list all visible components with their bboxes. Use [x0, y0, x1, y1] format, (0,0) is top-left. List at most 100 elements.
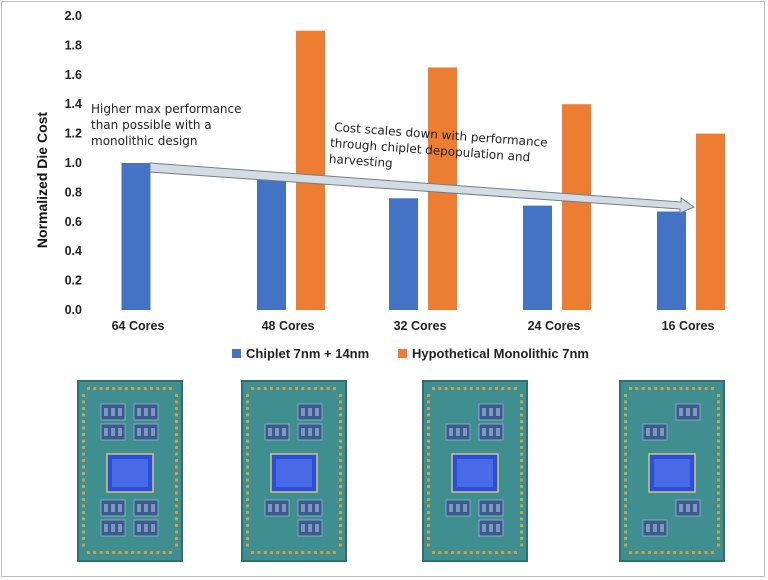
pad [717, 465, 720, 469]
pad [520, 439, 523, 443]
core-tile [282, 428, 286, 436]
pad [647, 551, 651, 554]
pad [624, 433, 627, 436]
pad [520, 491, 523, 495]
pad [520, 426, 523, 430]
pad [288, 387, 292, 390]
pad [124, 551, 128, 554]
core-tile [653, 428, 657, 436]
pad [99, 551, 103, 554]
core-tile [144, 504, 148, 512]
pad [156, 387, 160, 390]
pad [162, 387, 166, 390]
pad [717, 413, 720, 417]
pad [175, 530, 178, 534]
pad [339, 511, 342, 514]
core-tile [463, 428, 467, 436]
y-tick-label: 1.4 [65, 97, 82, 111]
pad [520, 446, 523, 449]
core-tile [496, 524, 500, 532]
core-tile [104, 504, 108, 512]
y-tick-label: 1.8 [65, 38, 82, 52]
pad [495, 387, 498, 390]
pad [263, 387, 267, 390]
bar-chiplet [657, 211, 686, 310]
pad [501, 551, 505, 554]
pad [175, 472, 178, 475]
y-tick-label: 1.2 [65, 127, 82, 141]
core-tile [111, 524, 115, 532]
pad [99, 387, 103, 390]
pad [82, 543, 85, 547]
pad [427, 543, 430, 547]
pad [717, 452, 720, 456]
bar-chiplet [121, 163, 151, 310]
pad [82, 452, 85, 456]
pad [679, 551, 683, 554]
pad [175, 407, 178, 410]
pad [624, 465, 627, 469]
pad [339, 478, 342, 482]
pad [131, 387, 135, 390]
pad [624, 478, 627, 482]
pad [339, 504, 342, 508]
pad [339, 420, 342, 423]
io-die-core [654, 459, 690, 487]
pad [175, 537, 178, 540]
core-tile [449, 428, 453, 436]
pad [137, 551, 141, 554]
pad [339, 407, 342, 410]
pad [246, 530, 249, 534]
bar-chart: Normalized Die Cost 0.0 0.2 0.4 0.6 0.8 1.0 1.… [34, 9, 725, 361]
pad [246, 400, 249, 404]
core-tile [137, 428, 141, 436]
pad [685, 551, 689, 554]
pad [339, 485, 342, 488]
pad [427, 426, 430, 430]
core-tile [456, 428, 460, 436]
pad [339, 498, 342, 501]
pad [301, 551, 305, 554]
core-tile [660, 428, 664, 436]
x-tick-label: 64 Cores [112, 319, 165, 333]
pad [246, 491, 249, 495]
core-tile [686, 504, 690, 512]
x-axis-ticks: 64 Cores 48 Cores 32 Cores 24 Cores 16 Cores [112, 319, 715, 333]
pad [246, 485, 249, 488]
core-tile [301, 524, 305, 532]
pad [520, 420, 523, 423]
pad [698, 387, 702, 390]
core-tile [137, 504, 141, 512]
pad [150, 551, 153, 554]
core-tile [315, 408, 319, 416]
pad [82, 485, 85, 488]
pad [339, 543, 342, 547]
legend-swatch-chiplet [232, 349, 241, 358]
pad [246, 452, 249, 456]
pad [427, 459, 430, 462]
pad [175, 394, 178, 397]
chip-die-drawing [246, 387, 342, 554]
pad [507, 387, 511, 390]
y-axis-label: Normalized Die Cost [34, 112, 50, 248]
pad [87, 551, 90, 554]
pad [175, 459, 178, 462]
pad [82, 426, 85, 430]
y-tick-label: 0.4 [65, 244, 82, 258]
pad [301, 387, 305, 390]
pad [320, 551, 324, 554]
core-tile [315, 428, 319, 436]
pad [82, 504, 85, 508]
pad [175, 465, 178, 469]
pad [82, 511, 85, 514]
pad [717, 478, 720, 482]
pad [82, 530, 85, 534]
core-tile [482, 524, 486, 532]
core-tile [463, 504, 467, 512]
pad [263, 551, 267, 554]
pad [257, 387, 261, 390]
pad [450, 387, 454, 390]
pad [624, 413, 627, 417]
pad [427, 407, 430, 410]
